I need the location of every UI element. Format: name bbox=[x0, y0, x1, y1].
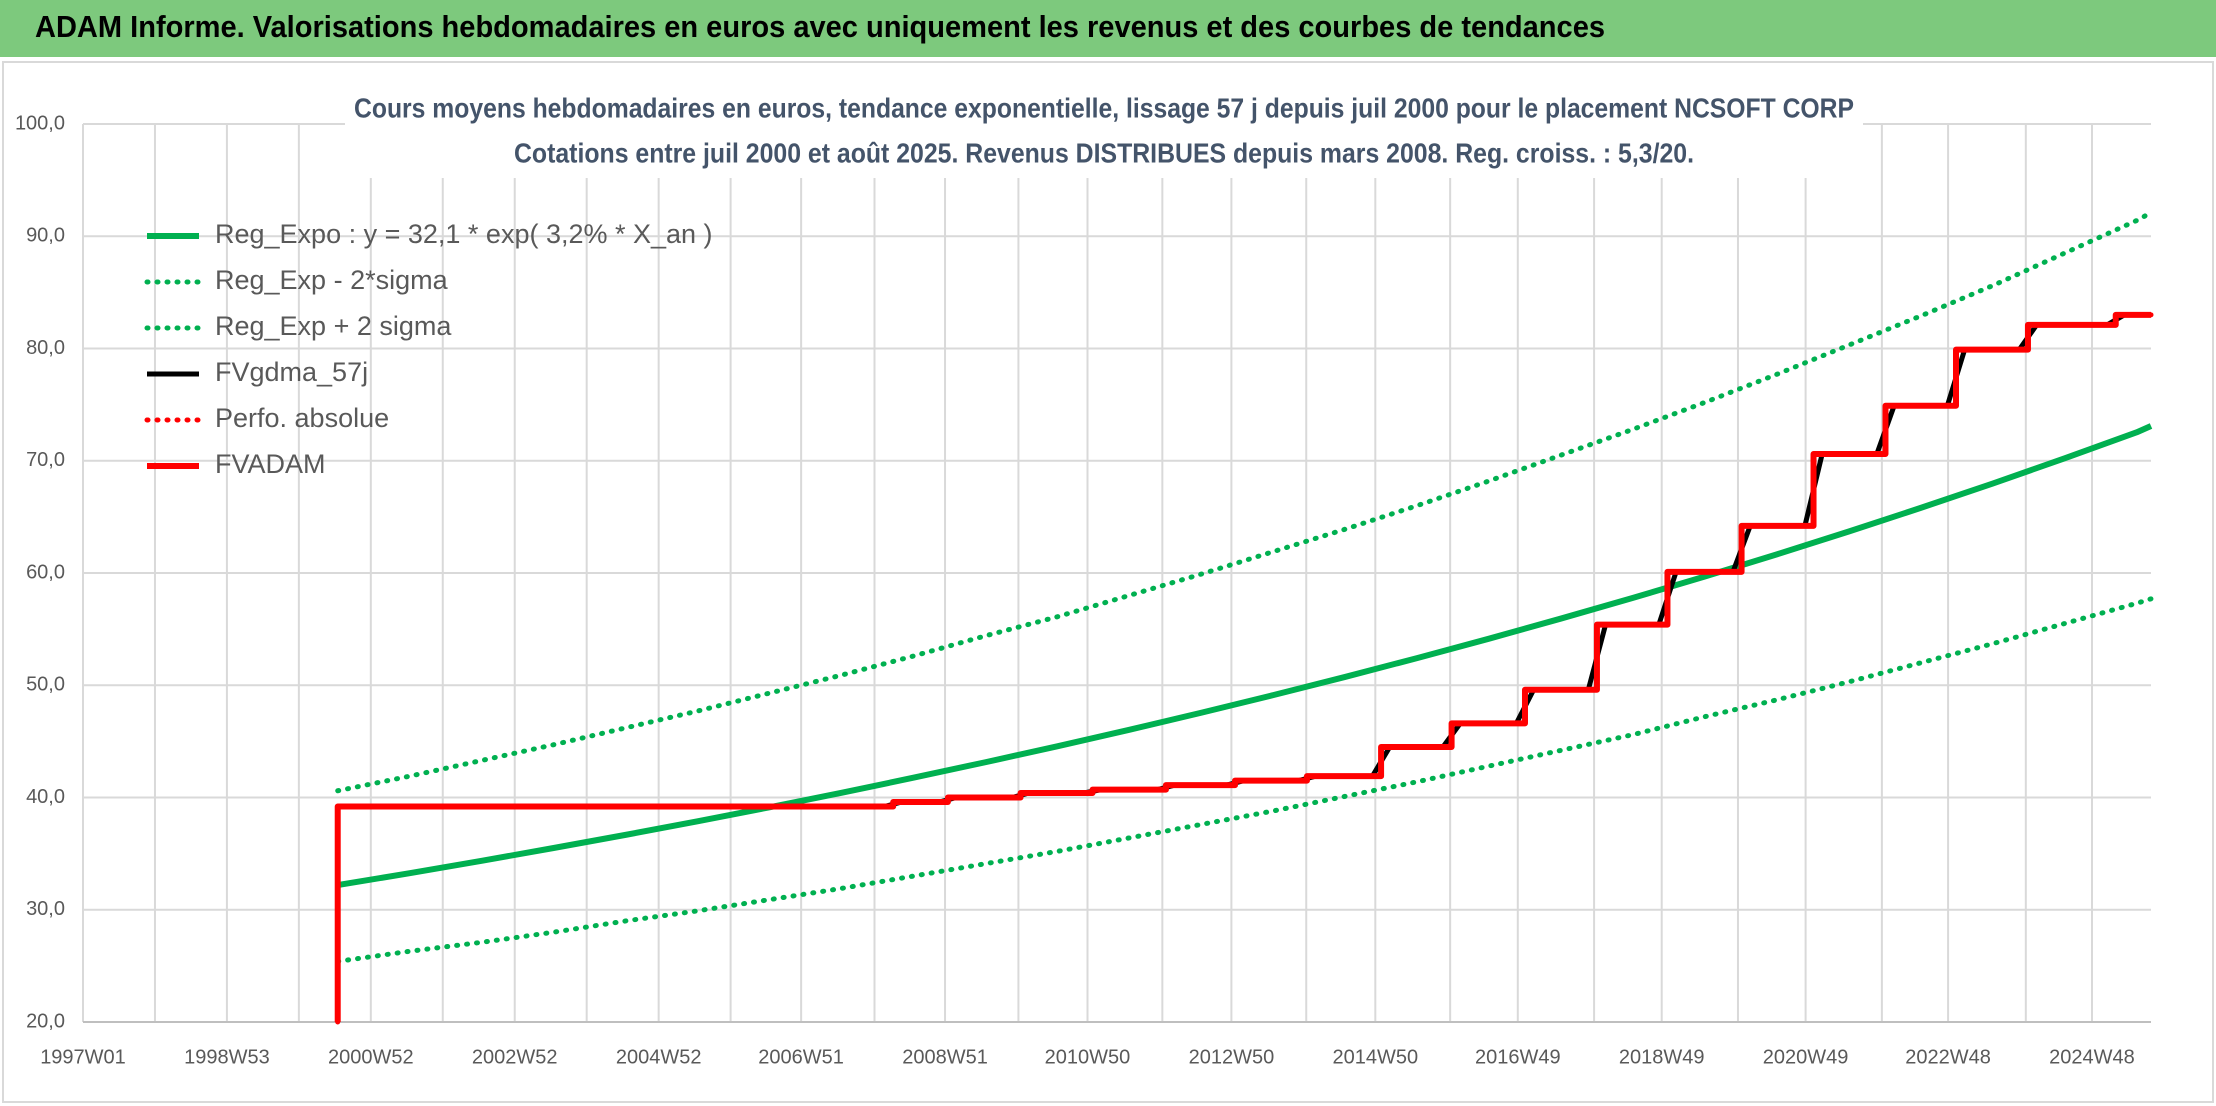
legend-label: Perfo. absolue bbox=[215, 403, 389, 433]
plot-area bbox=[334, 210, 2154, 1025]
y-tick-label: 100,0 bbox=[15, 112, 65, 134]
x-tick-label: 1997W01 bbox=[40, 1046, 126, 1068]
series-line bbox=[335, 596, 2154, 964]
chart-subtitle: Cotations entre juil 2000 et août 2025. … bbox=[514, 137, 1694, 168]
x-tick-label: 2016W49 bbox=[1475, 1046, 1561, 1068]
y-tick-label: 50,0 bbox=[26, 674, 65, 696]
x-tick-label: 2014W50 bbox=[1333, 1046, 1419, 1068]
x-tick-label: 2004W52 bbox=[616, 1046, 702, 1068]
chart-title: Cours moyens hebdomadaires en euros, ten… bbox=[354, 92, 1854, 123]
x-tick-label: 2012W50 bbox=[1189, 1046, 1275, 1068]
y-tick-label: 30,0 bbox=[26, 898, 65, 920]
y-tick-label: 20,0 bbox=[26, 1010, 65, 1032]
legend-label: Reg_Exp + 2 sigma bbox=[215, 311, 452, 341]
x-tick-label: 2002W52 bbox=[472, 1046, 558, 1068]
y-tick-label: 80,0 bbox=[26, 337, 65, 359]
x-tick-label: 2010W50 bbox=[1045, 1046, 1131, 1068]
legend: Reg_Expo : y = 32,1 * exp( 3,2% * X_an )… bbox=[144, 219, 713, 479]
series-line bbox=[337, 423, 2153, 889]
y-tick-label: 60,0 bbox=[26, 561, 65, 583]
header-bar bbox=[0, 0, 2216, 57]
legend-label: FVADAM bbox=[215, 449, 326, 479]
series-line bbox=[335, 210, 2154, 794]
x-tick-label: 2022W48 bbox=[1905, 1046, 1991, 1068]
legend-label: Reg_Expo : y = 32,1 * exp( 3,2% * X_an ) bbox=[215, 219, 713, 249]
y-tick-label: 40,0 bbox=[26, 786, 65, 808]
x-tick-label: 2000W52 bbox=[328, 1046, 414, 1068]
x-tick-label: 2018W49 bbox=[1619, 1046, 1705, 1068]
title-background bbox=[345, 88, 1863, 178]
legend-label: Reg_Exp - 2*sigma bbox=[215, 265, 449, 295]
x-tick-label: 1998W53 bbox=[184, 1046, 270, 1068]
x-tick-label: 2024W48 bbox=[2049, 1046, 2135, 1068]
x-tick-label: 2006W51 bbox=[758, 1046, 844, 1068]
x-tick-label: 2020W49 bbox=[1763, 1046, 1849, 1068]
y-tick-label: 70,0 bbox=[26, 449, 65, 471]
x-tick-label: 2008W51 bbox=[902, 1046, 988, 1068]
legend-label: FVgdma_57j bbox=[215, 357, 368, 387]
y-tick-label: 90,0 bbox=[26, 225, 65, 247]
header-title: ADAM Informe. Valorisations hebdomadaire… bbox=[35, 9, 1605, 44]
series-line bbox=[334, 311, 2151, 1022]
